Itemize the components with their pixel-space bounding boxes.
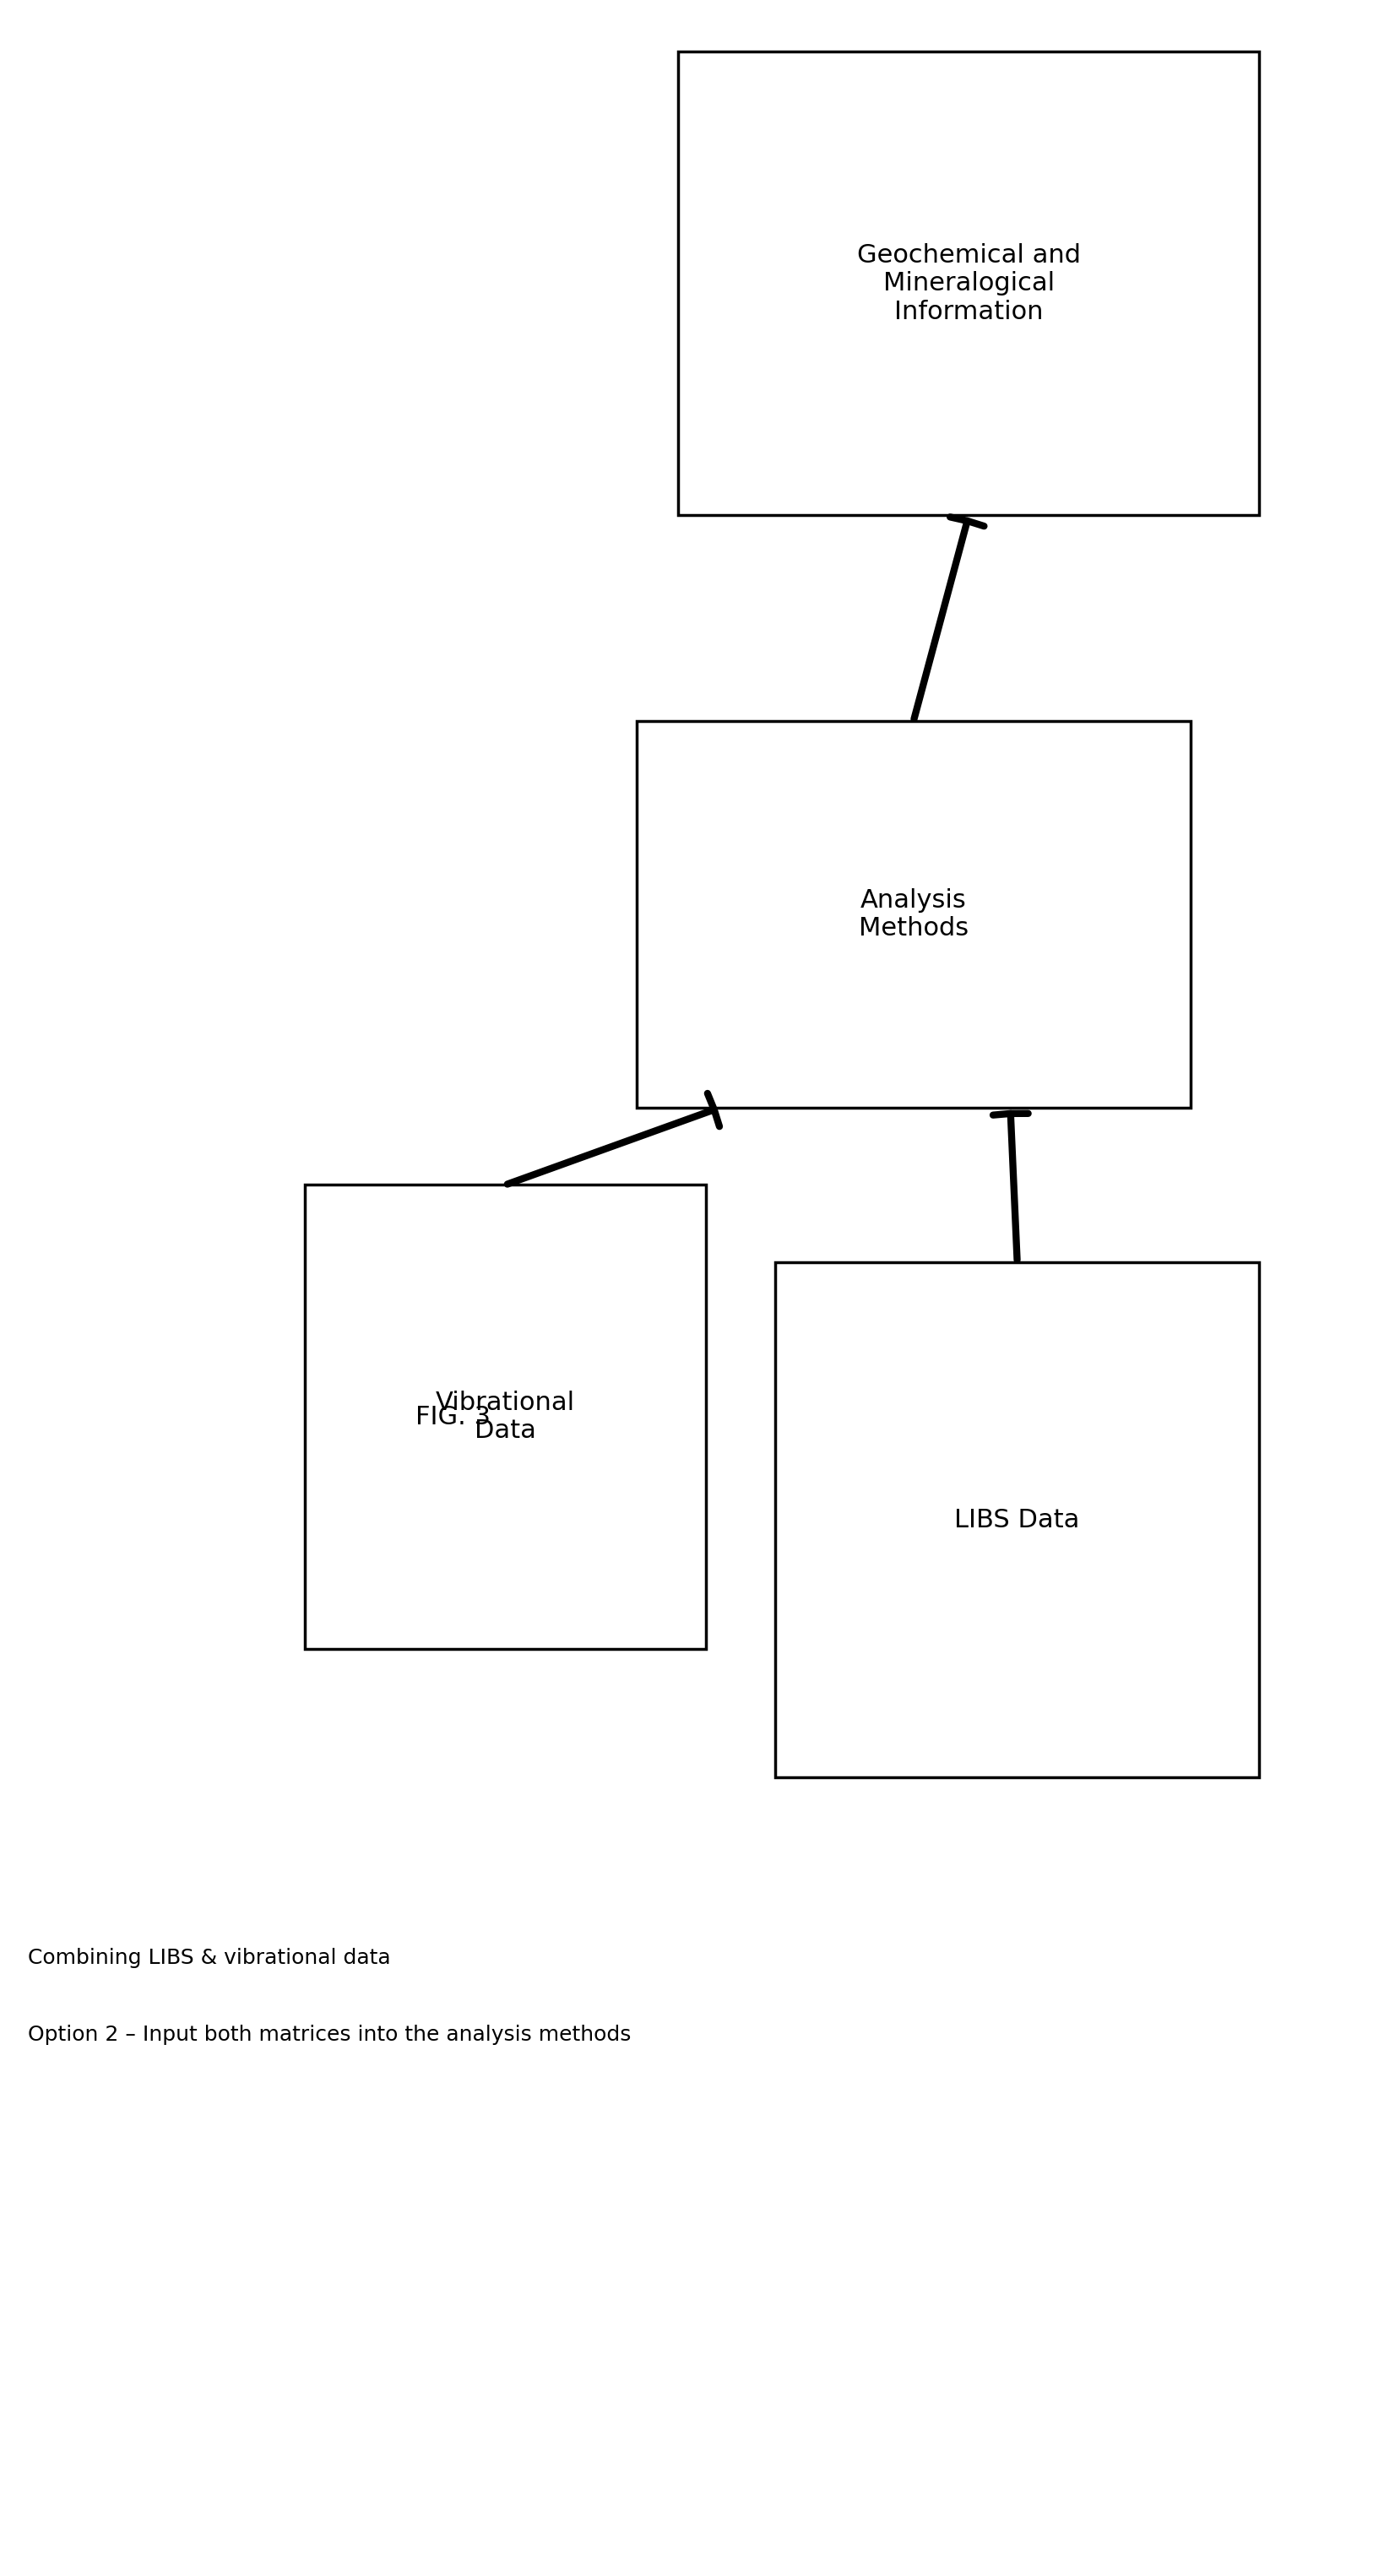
Text: Analysis
Methods: Analysis Methods <box>858 889 969 940</box>
Bar <box>304 1185 706 1649</box>
Text: FIG. 3: FIG. 3 <box>415 1404 490 1430</box>
Text: Option 2 – Input both matrices into the analysis methods: Option 2 – Input both matrices into the … <box>28 2025 631 2045</box>
Text: LIBS Data: LIBS Data <box>955 1507 1080 1533</box>
Bar <box>637 721 1190 1108</box>
Text: Vibrational
Data: Vibrational Data <box>436 1391 574 1443</box>
Text: Geochemical and
Mineralogical
Information: Geochemical and Mineralogical Informatio… <box>857 242 1081 325</box>
Bar <box>678 52 1259 515</box>
Bar <box>775 1262 1259 1777</box>
Text: Combining LIBS & vibrational data: Combining LIBS & vibrational data <box>28 1947 390 1968</box>
